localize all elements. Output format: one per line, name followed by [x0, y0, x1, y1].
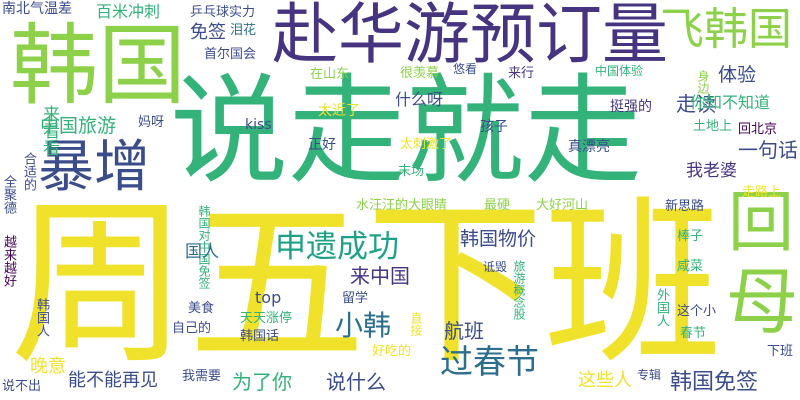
word-72: 好吃的 [372, 344, 412, 359]
word-80: 我需要 [182, 369, 222, 384]
word-75: 为了你 [232, 370, 292, 394]
word-71: 韩国话 [240, 329, 280, 344]
word-46: 最硬 [484, 198, 511, 213]
word-47: 大好河山 [536, 198, 589, 213]
word-41: 来看看 [39, 105, 59, 156]
word-24: 身边 [696, 70, 710, 94]
word-16: 泪花 [230, 23, 257, 38]
word-23: 中国体验 [595, 64, 644, 78]
word-43: 走路上 [742, 185, 782, 200]
word-big-1: 说走就走 [170, 62, 643, 200]
word-33: 孩子 [480, 119, 508, 135]
word-38: 一句话 [738, 138, 798, 162]
word-81: 说不出 [2, 379, 42, 394]
word-54: 来中国 [350, 264, 410, 288]
word-51: 越来越好 [1, 235, 16, 287]
word-61: 留学 [342, 291, 369, 306]
word-28: 你知不知道 [690, 93, 771, 112]
word-55: 韩国物价 [460, 228, 537, 250]
word-36: 土地上 [693, 119, 733, 134]
word-65: 天天涨停 [240, 311, 293, 326]
word-26: 走读 [676, 92, 716, 116]
word-57: 旅游概念股 [512, 260, 526, 320]
word-62: 美食 [188, 301, 215, 316]
word-70: 春节 [680, 326, 707, 341]
word-78: 专辑 [637, 368, 662, 382]
word-big-5: 暴增 [38, 135, 150, 200]
word-45: 水汪汪的大眼睛 [356, 198, 448, 213]
word-29: 什么呀 [395, 90, 444, 109]
word-74: 能不能再见 [68, 370, 158, 391]
word-68: 外国人 [654, 288, 669, 327]
word-44: 末场 [398, 164, 425, 179]
word-17: 免签 [190, 22, 226, 43]
word-27: 挺强的 [610, 99, 652, 115]
word-59: 咸菜 [677, 259, 704, 274]
word-56: 诋毁 [483, 260, 508, 274]
word-50: 合适的 [21, 152, 36, 191]
word-34: kiss [245, 117, 272, 133]
word-big-8: 母 [726, 260, 799, 344]
word-77: 这些人 [578, 370, 632, 391]
word-60: top [255, 288, 282, 307]
word-12: 韩国免签 [670, 370, 759, 395]
word-42: 我老婆 [686, 161, 737, 181]
word-20: 很羡慕 [400, 66, 440, 81]
word-big-4: 赴华游预订量 [272, 0, 668, 73]
word-30: 太近了 [318, 103, 360, 119]
word-37: 回北京 [738, 122, 778, 137]
word-big-2: 周五下班 [10, 181, 722, 388]
word-32: 妈呀 [138, 115, 165, 130]
word-21: 悠看 [453, 62, 478, 76]
word-40: 真漂亮 [568, 139, 610, 155]
word-73: 晚意 [30, 356, 66, 377]
word-48: 新思路 [665, 199, 705, 214]
word-79: 下班 [767, 344, 794, 359]
word-31: 中国旅游 [40, 115, 117, 137]
word-76: 说什么 [326, 370, 386, 394]
word-53: 国人 [185, 242, 219, 262]
word-big-3: 韩国 [10, 14, 187, 117]
word-35: 正好 [308, 137, 336, 153]
word-22: 来行 [508, 66, 535, 81]
word-66: 直接 [409, 312, 423, 336]
word-big-6: 飞韩国 [660, 4, 792, 55]
word-15: 乒乓球实力 [190, 5, 256, 20]
word-52: 韩国对中国免签 [197, 205, 211, 289]
word-18: 首尔国会 [204, 47, 257, 62]
word-67: 航班 [444, 319, 484, 343]
word-58: 棒子 [677, 229, 704, 244]
word-63: 韩国人 [34, 298, 49, 337]
word-11: 小韩 [335, 309, 392, 342]
word-13: 南北气温差 [2, 1, 72, 17]
word-big-7: 回 [728, 184, 794, 261]
word-25: 体验 [718, 64, 757, 86]
word-10: 过春节 [440, 342, 539, 381]
word-19: 在山东 [310, 67, 350, 82]
word-9: 申遗成功 [275, 229, 399, 265]
word-49: 全聚德 [1, 175, 16, 214]
word-14: 百米冲刺 [96, 2, 161, 21]
word-64: 自己的 [172, 321, 212, 336]
word-39: 太刺激了 [400, 137, 453, 152]
word-69: 这个小 [677, 304, 717, 319]
